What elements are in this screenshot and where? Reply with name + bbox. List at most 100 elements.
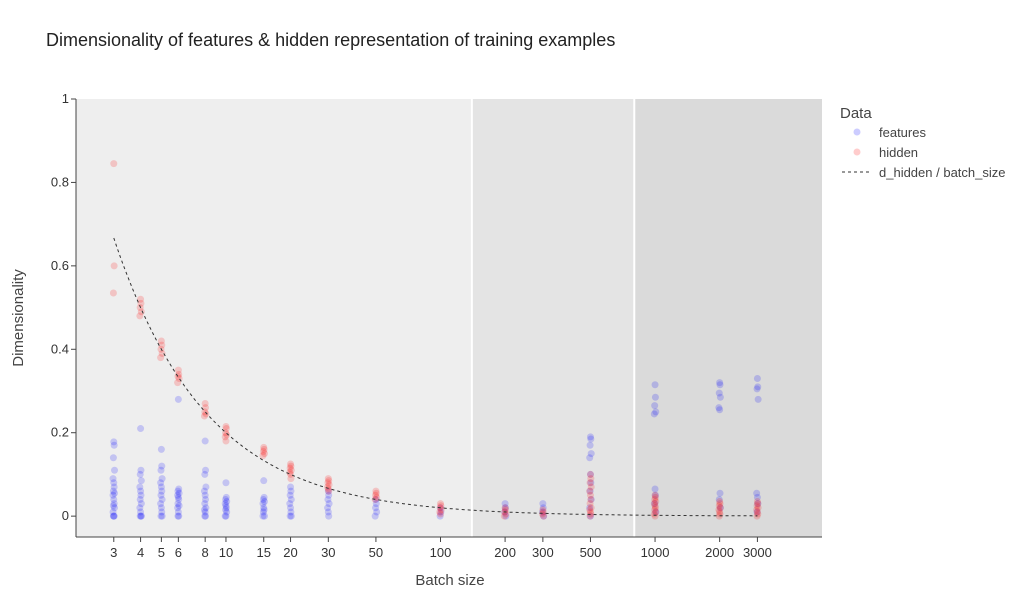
- y-tick-label: 0.2: [51, 425, 69, 440]
- features-point: [372, 495, 380, 503]
- features-point: [260, 493, 268, 501]
- y-tick-label: 0.6: [51, 258, 69, 273]
- hidden-point: [587, 510, 595, 518]
- hidden-point: [222, 425, 230, 433]
- y-tick-label: 0: [62, 508, 69, 523]
- legend-title: Data: [840, 105, 872, 122]
- features-point: [109, 512, 117, 520]
- hidden-point: [325, 481, 333, 489]
- hidden-point: [587, 483, 595, 491]
- features-point: [175, 495, 183, 503]
- hidden-point: [539, 506, 547, 514]
- x-tick-label: 4: [137, 545, 144, 560]
- features-point: [324, 487, 332, 495]
- hidden-point: [716, 500, 724, 508]
- features-point: [202, 504, 210, 512]
- hidden-point: [651, 491, 659, 499]
- hidden-point: [586, 479, 594, 487]
- hidden-point: [136, 312, 144, 320]
- legend-label: d_hidden / batch_size: [879, 165, 1005, 180]
- features-point: [222, 493, 230, 501]
- hidden-point: [650, 500, 658, 508]
- legend-label: hidden: [879, 145, 918, 160]
- features-point: [287, 508, 295, 516]
- features-point: [201, 500, 209, 508]
- x-axis-title: Batch size: [415, 572, 484, 589]
- hidden-point: [157, 337, 165, 345]
- features-point: [753, 489, 761, 497]
- features-point: [110, 441, 118, 449]
- features-point: [137, 425, 145, 433]
- features-point: [260, 512, 268, 520]
- features-point: [175, 512, 183, 520]
- legend-label: features: [879, 125, 926, 140]
- hidden-point: [222, 422, 230, 430]
- x-tick-label: 100: [430, 545, 452, 560]
- features-point: [325, 491, 333, 499]
- hidden-point: [223, 431, 231, 439]
- features-point: [158, 512, 166, 520]
- hidden-point: [650, 510, 658, 518]
- hidden-point: [651, 502, 659, 510]
- region-boundaries: [470, 99, 636, 537]
- features-point: [324, 504, 332, 512]
- hidden-point: [287, 460, 295, 468]
- features-point: [754, 383, 762, 391]
- hidden-point: [715, 502, 723, 510]
- features-point: [137, 466, 145, 474]
- background-region-2: [634, 99, 822, 537]
- hidden-point: [652, 508, 660, 516]
- hidden-point: [587, 504, 595, 512]
- hidden-point: [437, 500, 445, 508]
- features-point: [174, 504, 182, 512]
- features-point: [136, 504, 144, 512]
- features-point: [174, 508, 182, 516]
- features-point: [287, 483, 295, 491]
- x-tick-label: 5: [158, 545, 165, 560]
- features-point: [286, 512, 294, 520]
- features-point: [325, 512, 333, 520]
- features-point: [260, 504, 268, 512]
- hidden-point: [175, 370, 183, 378]
- y-tick-label: 0.4: [51, 341, 69, 356]
- features-point: [110, 483, 118, 491]
- features-point: [201, 512, 209, 520]
- hidden-point: [200, 412, 208, 420]
- features-point: [158, 495, 166, 503]
- hidden-point: [716, 504, 724, 512]
- features-point: [222, 502, 230, 510]
- features-point: [651, 381, 659, 389]
- features-point: [222, 479, 230, 487]
- x-tick-label: 200: [494, 545, 516, 560]
- features-point: [200, 506, 208, 514]
- features-point: [716, 406, 724, 414]
- features-point: [753, 385, 761, 393]
- features-point: [286, 500, 294, 508]
- hidden-point: [260, 445, 268, 453]
- hidden-point: [372, 489, 380, 497]
- hidden-point: [586, 500, 594, 508]
- hidden-point: [372, 487, 380, 495]
- features-point: [587, 435, 595, 443]
- y-axis-title: Dimensionality: [10, 269, 27, 367]
- features-point: [158, 487, 166, 495]
- features-point: [715, 495, 723, 503]
- features-point: [109, 491, 117, 499]
- hidden-point: [586, 512, 594, 520]
- features-point: [201, 470, 209, 478]
- hidden-point: [716, 508, 724, 516]
- hidden-point: [753, 498, 761, 506]
- hidden-point: [174, 379, 182, 387]
- features-point: [586, 433, 594, 441]
- features-point: [110, 438, 118, 446]
- features-point: [260, 498, 268, 506]
- features-point: [652, 408, 660, 416]
- hidden-point: [137, 299, 145, 307]
- background-region-1: [471, 99, 635, 537]
- hidden-point: [754, 500, 762, 508]
- features-point: [136, 483, 144, 491]
- hidden-point: [753, 506, 761, 514]
- features-point: [174, 491, 182, 499]
- hidden-point: [324, 475, 332, 483]
- features-point: [222, 506, 230, 514]
